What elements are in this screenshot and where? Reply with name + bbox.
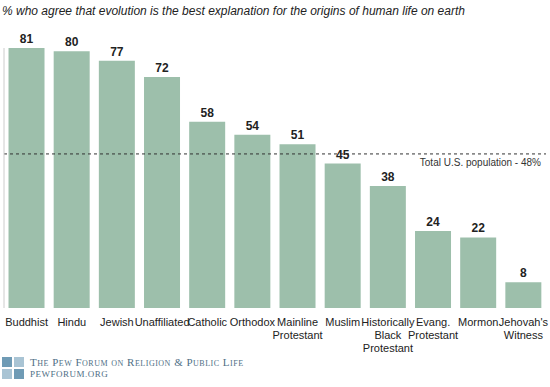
svg-text:77: 77: [110, 45, 124, 59]
svg-text:Evang.Protestant: Evang.Protestant: [408, 316, 458, 341]
html-text:% who agree that evolution is: % who agree that evolution is the best e…: [2, 4, 465, 18]
svg-text:72: 72: [155, 61, 169, 75]
svg-text:Orthodox: Orthodox: [230, 316, 276, 328]
svg-text:Mormon: Mormon: [458, 316, 498, 328]
svg-text:38: 38: [381, 170, 395, 184]
svg-text:58: 58: [201, 106, 215, 120]
svg-text:HistoricallyBlackProtestant: HistoricallyBlackProtestant: [361, 316, 415, 354]
svg-text:54: 54: [246, 119, 260, 133]
html-text:PEWFORUM.ORG: PEWFORUM.ORG: [30, 369, 109, 379]
svg-text:80: 80: [65, 35, 79, 49]
svg-text:22: 22: [472, 221, 486, 235]
svg-text:45: 45: [336, 148, 350, 162]
svg-text:MainlineProtestant: MainlineProtestant: [273, 316, 323, 341]
svg-text:51: 51: [291, 128, 305, 142]
html-text:The Pew Forum on Religion & Pu: The Pew Forum on Religion & Public Life: [30, 356, 244, 368]
svg-text:Buddhist: Buddhist: [8, 316, 48, 328]
svg-text:Catholic: Catholic: [187, 316, 227, 328]
svg-text:Total U.S. population - 48%: Total U.S. population - 48%: [420, 157, 541, 168]
svg-text:Hindu: Hindu: [57, 316, 86, 328]
svg-text:Jehovah'sWitness: Jehovah'sWitness: [499, 316, 542, 341]
svg-text:8: 8: [520, 266, 527, 280]
svg-text:Muslim: Muslim: [325, 316, 360, 328]
svg-text:24: 24: [426, 215, 440, 229]
svg-text:Unaffiliated: Unaffiliated: [135, 316, 190, 328]
svg-text:Jewish: Jewish: [100, 316, 134, 328]
svg-text:81: 81: [20, 32, 34, 46]
